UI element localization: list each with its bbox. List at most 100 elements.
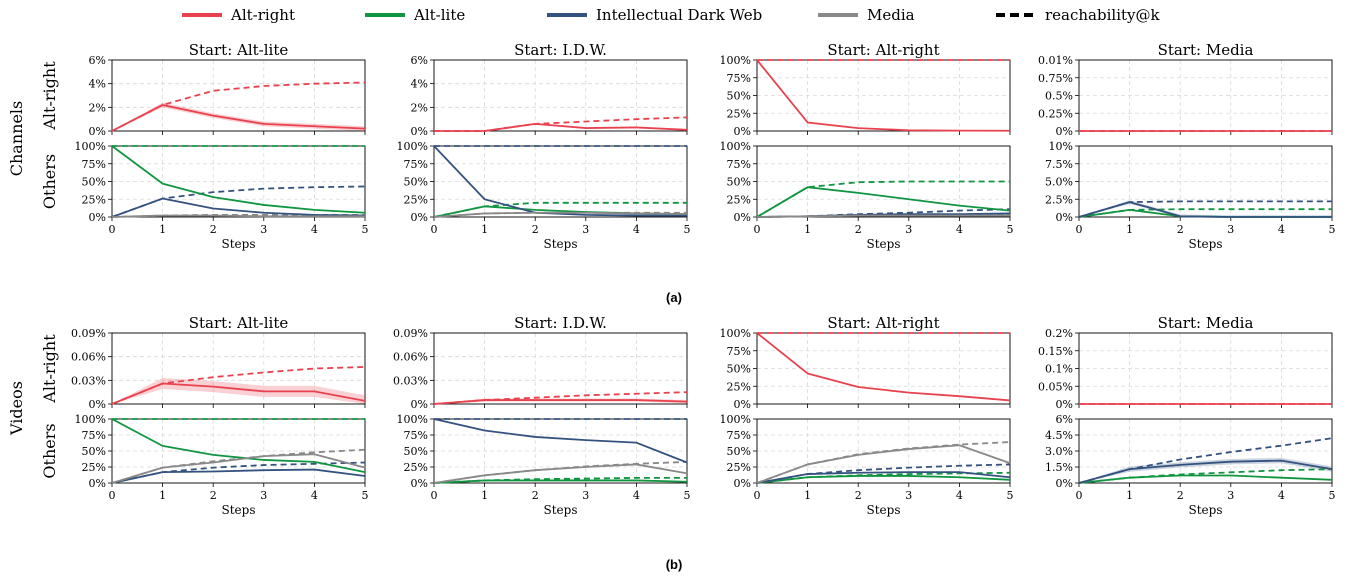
- y-tick-label: 0%: [1056, 125, 1073, 138]
- x-axis-label: Steps: [1189, 237, 1223, 251]
- y-tick-label: 50%: [727, 90, 751, 103]
- y-tick-label: 100%: [397, 140, 428, 153]
- y-tick-label: 0%: [1056, 398, 1073, 411]
- x-tick-label: 5: [1007, 223, 1014, 236]
- y-tick-label: 100%: [720, 54, 751, 67]
- y-tick-label: 4%: [411, 78, 428, 91]
- series-line: [757, 187, 1010, 217]
- x-tick-label: 3: [582, 223, 589, 236]
- chart-panel: Start: I.D.W.0%2%4%6%0%25%50%75%100%0 1 2 3…: [397, 41, 691, 251]
- y-tick-label: 50%: [727, 176, 751, 189]
- series-line: [112, 419, 365, 472]
- y-tick-label: 0%: [411, 398, 428, 411]
- y-tick-label: 0.09%: [71, 327, 106, 340]
- panel-title: Start: Alt-right: [827, 314, 939, 332]
- x-tick-label: 4: [1278, 223, 1285, 236]
- y-tick-label: 50%: [82, 176, 106, 189]
- y-tick-label: 25%: [727, 461, 751, 474]
- series-line: [112, 454, 365, 483]
- y-tick-label: 2.5%: [1045, 193, 1073, 206]
- x-tick-label: 3: [905, 223, 912, 236]
- x-tick-label: 5: [1329, 489, 1336, 502]
- y-tick-label: 25%: [404, 461, 428, 474]
- y-tick-label: 25%: [727, 380, 751, 393]
- y-tick-label: 3.0%: [1045, 445, 1073, 458]
- x-tick-label: 2: [210, 489, 217, 502]
- x-tick-label: 2: [855, 489, 862, 502]
- y-tick-label: 0%: [89, 477, 106, 490]
- series-line: [757, 333, 1010, 400]
- chart-panel: Start: Alt-right 0% 25% 50% 75% 100% 0% 25% 50% 7…: [720, 41, 1014, 251]
- series-band: [112, 378, 365, 404]
- x-tick-label: 1: [481, 223, 488, 236]
- y-tick-label: 0%: [734, 125, 751, 138]
- y-tick-label: 1.5%: [1045, 461, 1073, 474]
- x-tick-label: 4: [956, 489, 963, 502]
- chart-panel: Start: Alt-lite 0% 0.03% 0.06% 0.09% 0% 25% 50%…: [7, 314, 369, 517]
- chart-panel: Start: Alt-lite 0% 2% 4% 6% 0% 25% 50% 75% 100% 0 1…: [7, 41, 369, 251]
- x-tick-label: 4: [311, 223, 318, 236]
- y-tick-label: 0.06%: [71, 351, 106, 364]
- caption-b: (b): [666, 557, 683, 572]
- x-axis-label: Steps: [222, 237, 256, 251]
- chart-panel: Start: Media0%0.25%0.5%0.75%0.01%0%2.5%5…: [1038, 41, 1335, 251]
- x-tick-label: 2: [532, 223, 539, 236]
- x-tick-label: 1: [1126, 223, 1133, 236]
- y-tick-label: 0%: [734, 398, 751, 411]
- panel-title: Start: Alt-lite: [189, 314, 289, 332]
- y-tick-label: 50%: [404, 176, 428, 189]
- y-tick-label: 2%: [411, 101, 428, 114]
- x-axis-label: Steps: [544, 237, 578, 251]
- y-tick-label: 75%: [82, 158, 106, 171]
- x-tick-label: 1: [481, 489, 488, 502]
- x-axis-label: Steps: [1189, 503, 1223, 517]
- chart-panel: Start: Media 0% 0.05% 0.1% 0.15% 0.2% 0% 1.5% 3.…: [1038, 314, 1335, 517]
- y-tick-label: 50%: [82, 445, 106, 458]
- reachability-line: [434, 117, 687, 131]
- x-tick-label: 1: [804, 223, 811, 236]
- row-group-label: Videos: [7, 381, 26, 436]
- x-tick-label: 3: [260, 489, 267, 502]
- x-tick-label: 3: [582, 489, 589, 502]
- x-axis-label: Steps: [867, 237, 901, 251]
- x-tick-label: 2: [855, 223, 862, 236]
- x-tick-label: 5: [362, 489, 369, 502]
- legend-label-0: Alt-right: [230, 6, 295, 24]
- y-tick-label: 100%: [720, 140, 751, 153]
- y-tick-label: 75%: [82, 429, 106, 442]
- x-tick-label: 3: [1227, 489, 1234, 502]
- panel-title: Start: I.D.W.: [514, 314, 607, 332]
- y-tick-label: 6%: [1056, 413, 1073, 426]
- x-tick-label: 4: [956, 223, 963, 236]
- y-tick-label: 75%: [727, 158, 751, 171]
- x-tick-label: 0: [431, 489, 438, 502]
- legend-label-4: reachability@k: [1045, 6, 1160, 24]
- y-tick-label: 0%: [1056, 477, 1073, 490]
- x-tick-label: 0: [754, 223, 761, 236]
- y-tick-label: 0.06%: [393, 351, 428, 364]
- caption-a: (a): [666, 290, 682, 305]
- y-tick-label: 0.25%: [1038, 107, 1073, 120]
- y-tick-label: 2%: [89, 101, 106, 114]
- y-tick-label: 50%: [727, 445, 751, 458]
- y-tick-label: 75%: [404, 158, 428, 171]
- y-tick-label: 25%: [727, 193, 751, 206]
- y-tick-label: 25%: [82, 193, 106, 206]
- y-tick-label: 0%: [734, 211, 751, 224]
- x-tick-label: 4: [633, 223, 640, 236]
- y-tick-label: 4.5%: [1045, 429, 1073, 442]
- series-line: [1079, 476, 1332, 483]
- reachability-line: [112, 450, 365, 483]
- y-tick-label: 0.05%: [1038, 380, 1073, 393]
- x-tick-label: 4: [311, 489, 318, 502]
- x-tick-label: 0: [431, 223, 438, 236]
- x-axis-label: Steps: [867, 503, 901, 517]
- y-tick-label: 0.15%: [1038, 345, 1073, 358]
- y-tick-label: 75%: [404, 429, 428, 442]
- x-tick-label: 3: [905, 489, 912, 502]
- y-tick-label: 6%: [89, 54, 106, 67]
- y-tick-label: 50%: [727, 363, 751, 376]
- x-tick-label: 5: [1329, 223, 1336, 236]
- x-tick-label: 5: [684, 223, 691, 236]
